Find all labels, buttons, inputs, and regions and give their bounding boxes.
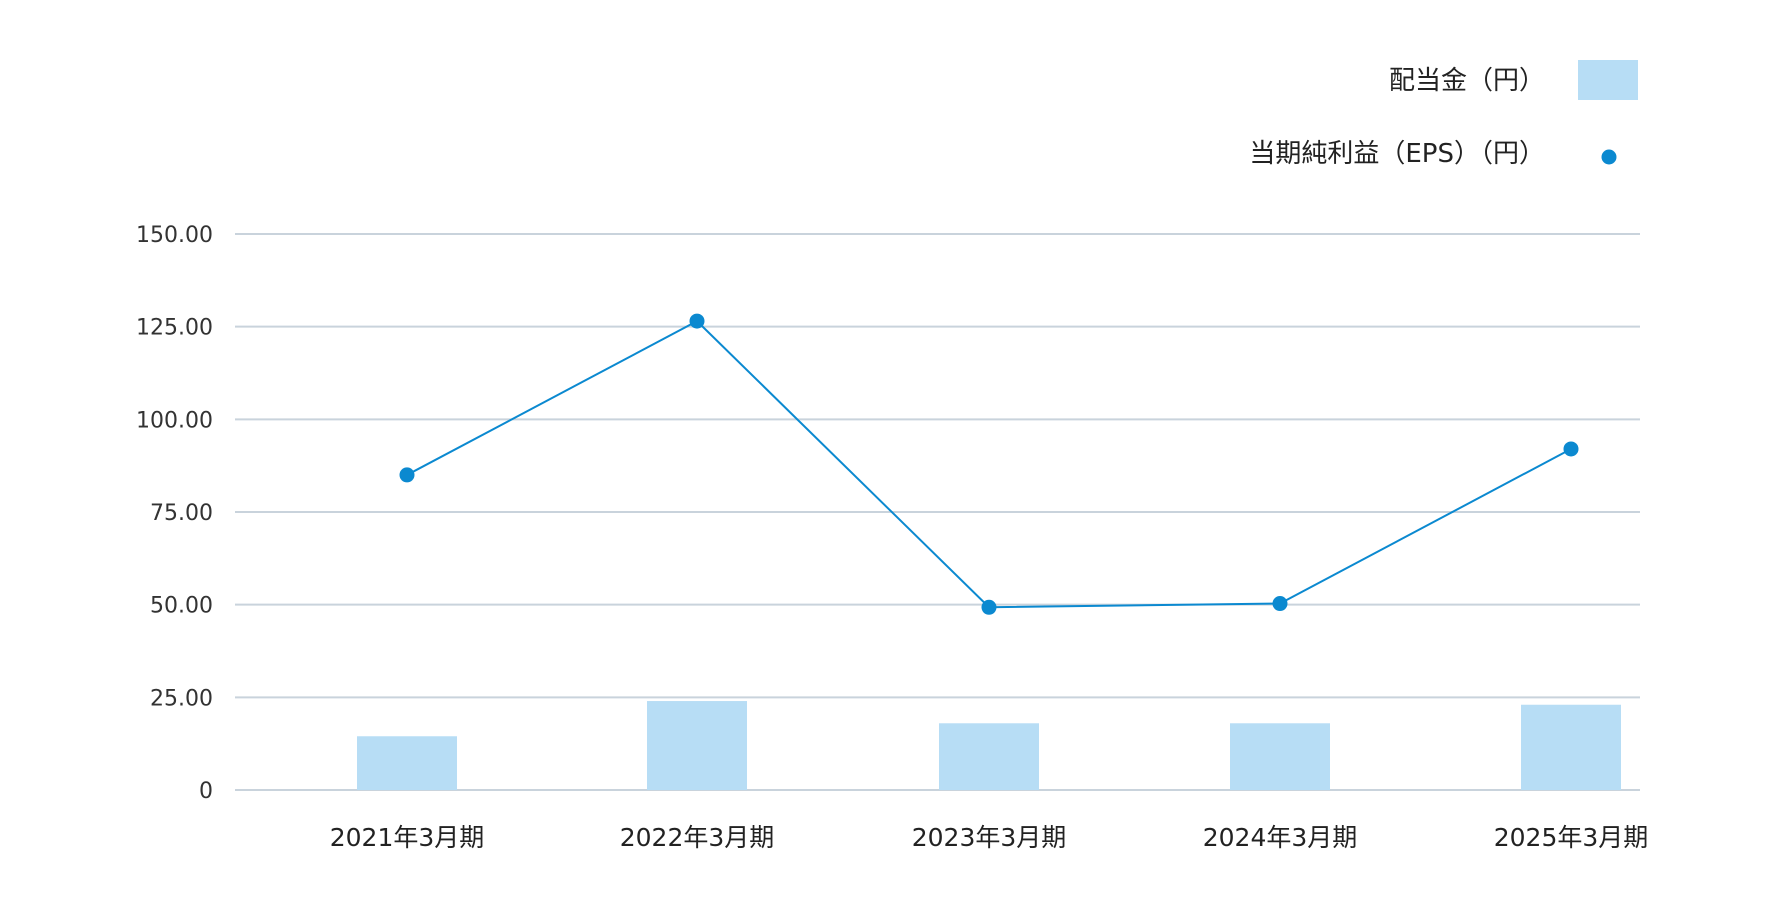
x-axis: 2021年3月期 2022年3月期 2023年3月期 2024年3月期 2025年3月期 — [330, 823, 1649, 852]
x-tick-label: 2022年3月期 — [620, 823, 775, 852]
dividend-bar[interactable] — [939, 723, 1039, 790]
dividend-bar[interactable] — [357, 736, 457, 790]
x-tick-label: 2024年3月期 — [1203, 823, 1358, 852]
eps-point[interactable] — [399, 467, 415, 483]
legend: 配当金（円） 当期純利益（EPS）（円） — [1249, 60, 1638, 169]
eps-point[interactable] — [981, 599, 997, 615]
legend-label-eps: 当期純利益（EPS）（円） — [1249, 139, 1545, 169]
y-tick-label: 150.00 — [136, 223, 213, 248]
y-tick-label: 125.00 — [136, 316, 213, 341]
eps-point[interactable] — [1563, 441, 1579, 457]
y-tick-label: 25.00 — [150, 686, 213, 711]
dividend-bar[interactable] — [1521, 704, 1621, 790]
x-tick-label: 2025年3月期 — [1494, 823, 1649, 852]
y-axis: 0 25.00 50.00 75.00 100.00 125.00 150.00 — [136, 223, 213, 804]
grid-layer — [235, 233, 1640, 791]
x-tick-label: 2023年3月期 — [912, 823, 1067, 852]
x-tick-label: 2021年3月期 — [330, 823, 485, 852]
eps-line — [406, 319, 1572, 609]
y-tick-label: 0 — [199, 779, 213, 804]
dividend-bar[interactable] — [647, 701, 747, 790]
legend-swatch-dividend — [1578, 60, 1638, 100]
line-series — [399, 313, 1579, 615]
eps-point[interactable] — [689, 313, 705, 329]
y-tick-label: 100.00 — [136, 408, 213, 433]
legend-item-eps[interactable]: 当期純利益（EPS）（円） — [1249, 139, 1617, 169]
legend-item-dividend[interactable]: 配当金（円） — [1389, 60, 1638, 100]
y-tick-label: 75.00 — [150, 501, 213, 526]
legend-swatch-eps — [1601, 149, 1617, 165]
legend-label-dividend: 配当金（円） — [1389, 66, 1545, 96]
dividend-bar[interactable] — [1230, 723, 1330, 790]
bar-series — [357, 701, 1621, 790]
y-tick-label: 50.00 — [150, 594, 213, 619]
eps-point[interactable] — [1272, 596, 1288, 612]
